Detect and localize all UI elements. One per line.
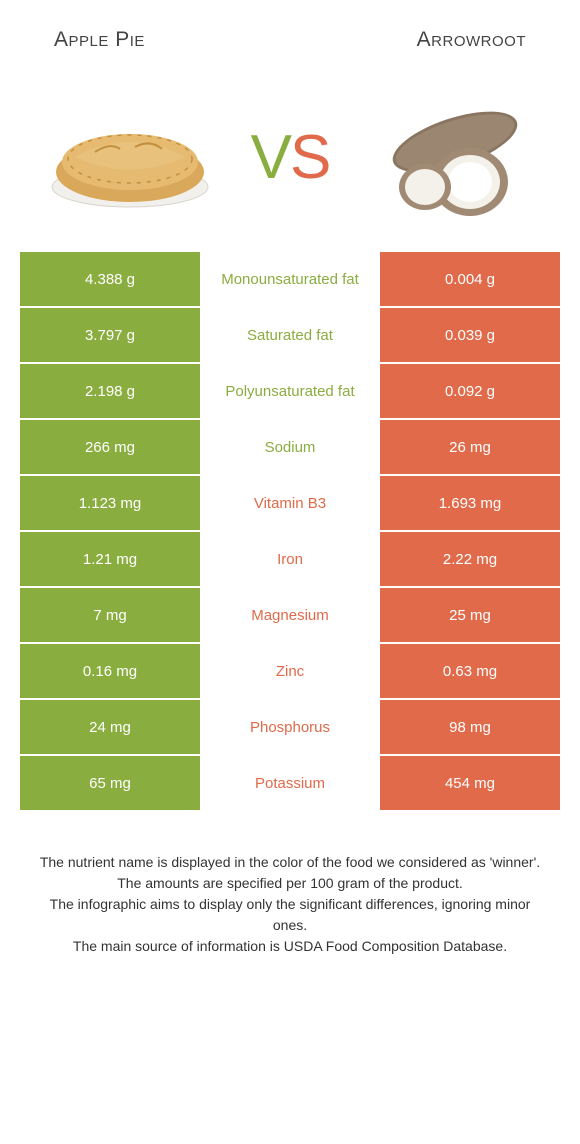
left-value: 65 mg — [20, 756, 200, 810]
table-row: 1.21 mgIron2.22 mg — [20, 532, 560, 586]
left-value: 2.198 g — [20, 364, 200, 418]
nutrient-label: Sodium — [200, 420, 380, 474]
footer-line-3: The infographic aims to display only the… — [36, 894, 544, 936]
apple-pie-image — [40, 87, 220, 227]
right-food-title: Arrowroot — [417, 28, 526, 52]
nutrient-label: Polyunsaturated fat — [200, 364, 380, 418]
left-value: 3.797 g — [20, 308, 200, 362]
table-row: 65 mgPotassium454 mg — [20, 756, 560, 810]
header: Apple Pie Arrowroot — [0, 0, 580, 72]
right-value: 25 mg — [380, 588, 560, 642]
footer-line-1: The nutrient name is displayed in the co… — [36, 852, 544, 873]
right-value: 0.092 g — [380, 364, 560, 418]
footer-line-2: The amounts are specified per 100 gram o… — [36, 873, 544, 894]
nutrient-label: Saturated fat — [200, 308, 380, 362]
table-row: 2.198 gPolyunsaturated fat0.092 g — [20, 364, 560, 418]
right-value: 98 mg — [380, 700, 560, 754]
nutrient-label: Magnesium — [200, 588, 380, 642]
table-row: 0.16 mgZinc0.63 mg — [20, 644, 560, 698]
right-value: 0.039 g — [380, 308, 560, 362]
right-value: 0.004 g — [380, 252, 560, 306]
table-row: 3.797 gSaturated fat0.039 g — [20, 308, 560, 362]
left-value: 4.388 g — [20, 252, 200, 306]
right-value: 2.22 mg — [380, 532, 560, 586]
arrowroot-image — [360, 87, 540, 227]
vs-label: VS — [251, 122, 330, 193]
table-row: 7 mgMagnesium25 mg — [20, 588, 560, 642]
nutrient-label: Phosphorus — [200, 700, 380, 754]
left-value: 7 mg — [20, 588, 200, 642]
table-row: 1.123 mgVitamin B31.693 mg — [20, 476, 560, 530]
vs-v: V — [251, 123, 290, 192]
table-row: 266 mgSodium26 mg — [20, 420, 560, 474]
right-value: 454 mg — [380, 756, 560, 810]
nutrient-label: Vitamin B3 — [200, 476, 380, 530]
nutrient-label: Potassium — [200, 756, 380, 810]
nutrient-label: Iron — [200, 532, 380, 586]
table-row: 4.388 gMonounsaturated fat0.004 g — [20, 252, 560, 306]
left-value: 24 mg — [20, 700, 200, 754]
right-value: 0.63 mg — [380, 644, 560, 698]
nutrient-label: Monounsaturated fat — [200, 252, 380, 306]
nutrient-table: 4.388 gMonounsaturated fat0.004 g3.797 g… — [20, 252, 560, 810]
right-value: 26 mg — [380, 420, 560, 474]
right-value: 1.693 mg — [380, 476, 560, 530]
left-value: 1.21 mg — [20, 532, 200, 586]
nutrient-label: Zinc — [200, 644, 380, 698]
left-value: 1.123 mg — [20, 476, 200, 530]
table-row: 24 mgPhosphorus98 mg — [20, 700, 560, 754]
left-value: 266 mg — [20, 420, 200, 474]
left-food-title: Apple Pie — [54, 28, 145, 52]
left-value: 0.16 mg — [20, 644, 200, 698]
footer-line-4: The main source of information is USDA F… — [36, 936, 544, 957]
vs-s: S — [290, 123, 329, 192]
vs-row: VS — [0, 72, 580, 252]
footer-notes: The nutrient name is displayed in the co… — [0, 812, 580, 957]
